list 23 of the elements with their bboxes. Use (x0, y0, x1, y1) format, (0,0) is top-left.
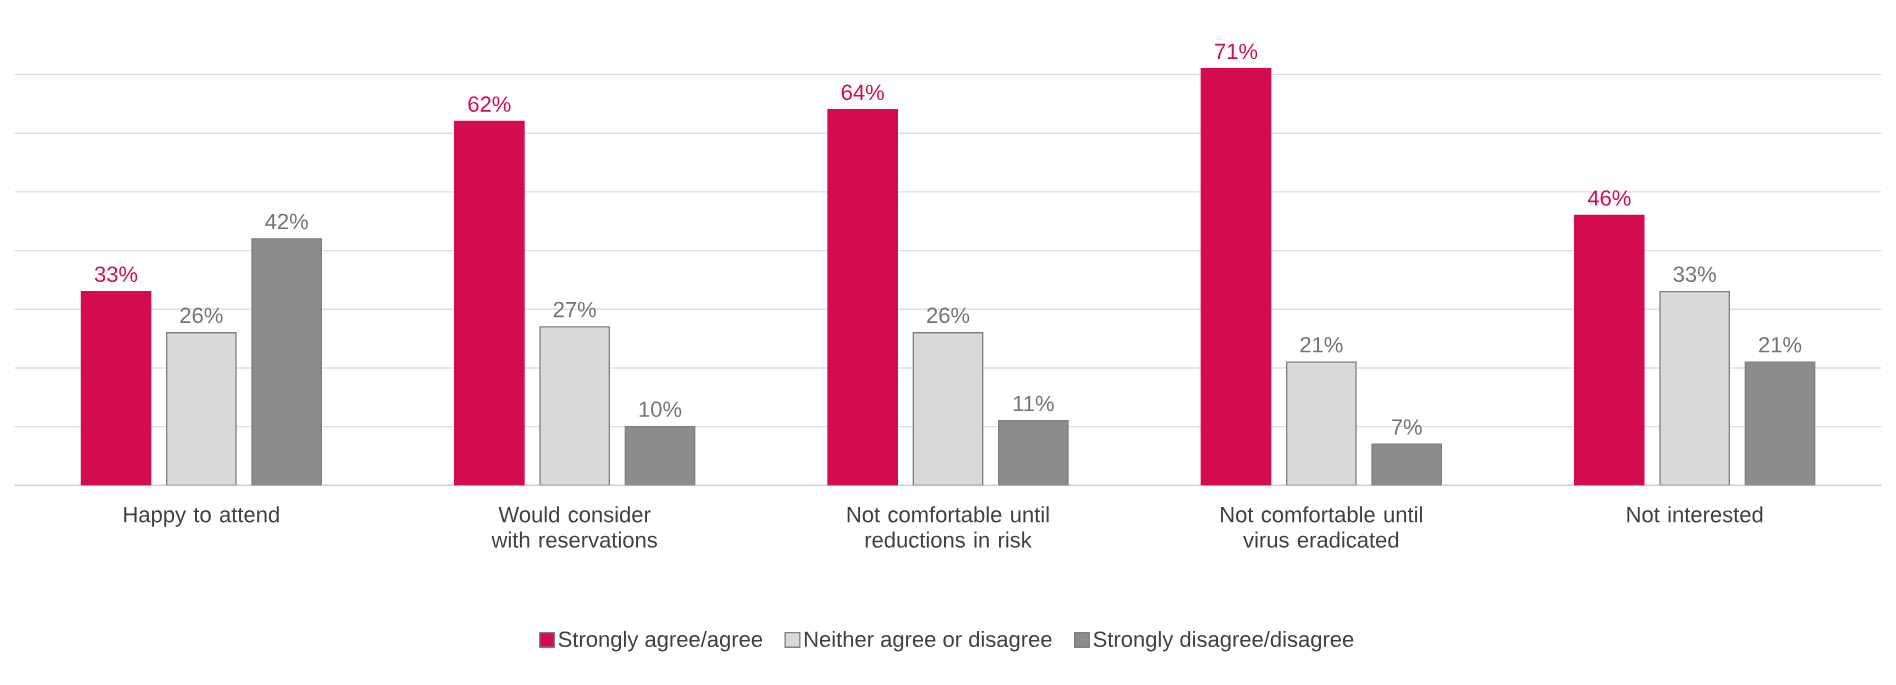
data-label: 21% (1759, 336, 1802, 353)
x-tick-label: Would consider with reservations (491, 506, 657, 548)
x-tick-label: Not comfortable until virus eradicated (1221, 506, 1422, 548)
legend-label: Strongly disagree/disagree (1093, 630, 1354, 652)
x-tick-label: Happy to attend (124, 506, 279, 527)
data-label: 11% (1013, 395, 1054, 412)
data-label: 64% (841, 84, 884, 100)
legend-label: Strongly agree/agree (558, 630, 763, 652)
data-label: 62% (468, 96, 511, 112)
data-label: 46% (1587, 190, 1631, 206)
x-tick-label: Not comfortable until reductions in risk (847, 506, 1049, 548)
data-label: 42% (265, 213, 308, 230)
data-label: 71% (1215, 43, 1258, 59)
x-tick-label: Not interested (1627, 506, 1763, 523)
legend-label: Neither agree or disagree (804, 630, 1052, 652)
data-label: 27% (553, 301, 596, 318)
data-label: 26% (927, 307, 970, 323)
data-label: 26% (180, 307, 223, 323)
data-label: 33% (1673, 266, 1716, 282)
data-label: 10% (639, 401, 682, 417)
data-label: 33% (94, 266, 138, 282)
data-label: 7% (1391, 419, 1422, 435)
data-label: 21% (1300, 336, 1343, 353)
